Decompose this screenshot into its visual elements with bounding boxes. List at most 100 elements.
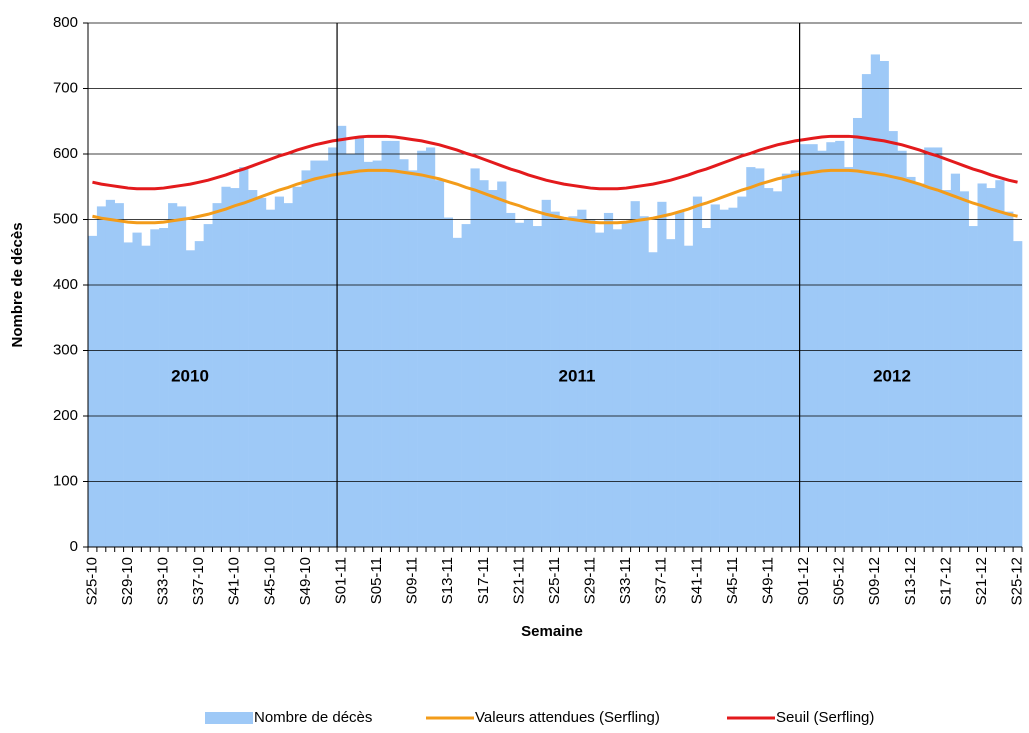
x-axis-title: Semaine <box>521 623 583 640</box>
x-tick-label: S41-11 <box>688 557 705 604</box>
bar <box>666 239 676 547</box>
bar <box>790 170 800 547</box>
bar <box>488 190 498 547</box>
bar <box>132 232 142 547</box>
bar <box>737 196 747 547</box>
y-tick-label: 500 <box>53 210 78 227</box>
x-tick-label: S37-10 <box>190 557 207 605</box>
bar <box>390 140 400 547</box>
x-tick-label: S29-10 <box>119 557 136 605</box>
bar <box>950 173 961 547</box>
x-tick-label: S21-11 <box>510 557 527 604</box>
bar <box>265 209 276 548</box>
bar <box>168 203 178 547</box>
bar <box>212 203 222 547</box>
bar <box>337 125 347 548</box>
bar <box>310 160 320 548</box>
year-label: 2010 <box>171 366 209 385</box>
bar <box>159 228 169 547</box>
bar <box>203 224 213 547</box>
x-tick-label: S33-10 <box>155 557 172 605</box>
y-tick-label: 0 <box>70 538 78 555</box>
x-tick-label: S25-10 <box>83 557 100 605</box>
bar <box>381 140 391 547</box>
x-tick-label: S17-12 <box>937 557 954 605</box>
bar <box>248 190 258 547</box>
bar <box>328 147 338 547</box>
bar <box>408 170 418 547</box>
bar <box>630 201 640 547</box>
bar <box>639 216 649 547</box>
bar <box>123 242 133 548</box>
bar <box>933 147 943 547</box>
y-tick-label: 800 <box>53 14 78 31</box>
bar <box>648 252 658 547</box>
y-tick-label: 600 <box>53 145 78 162</box>
bar <box>354 136 365 547</box>
bar <box>532 226 542 548</box>
bar <box>844 167 854 547</box>
bar <box>417 150 427 547</box>
bar <box>257 197 267 547</box>
bar <box>603 212 614 547</box>
year-label: 2012 <box>873 366 911 385</box>
bar <box>568 216 578 547</box>
bar <box>879 60 889 548</box>
bar <box>319 160 329 548</box>
bar <box>826 142 836 547</box>
bar <box>559 219 569 547</box>
x-tick-label: S01-11 <box>332 557 349 604</box>
bar <box>621 222 631 547</box>
x-tick-label: S01-12 <box>795 557 812 605</box>
x-tick-label: S45-10 <box>261 557 278 605</box>
bar <box>861 74 872 547</box>
bar <box>612 229 623 547</box>
x-tick-label: S05-12 <box>831 557 848 605</box>
bar <box>888 131 898 547</box>
bar <box>995 180 1005 547</box>
bar <box>683 245 694 547</box>
bar <box>817 150 827 547</box>
bar <box>675 211 685 547</box>
line <box>92 168 1018 225</box>
bar <box>150 229 160 547</box>
bar <box>941 190 952 547</box>
bar <box>105 199 115 547</box>
bar <box>977 183 987 547</box>
bar <box>88 235 98 547</box>
y-tick-label: 400 <box>53 276 78 293</box>
bar <box>221 186 231 547</box>
bar <box>514 222 525 547</box>
bar <box>479 180 489 547</box>
bar <box>176 206 187 547</box>
bar <box>701 228 711 547</box>
y-tick-label: 300 <box>53 341 78 358</box>
bar <box>506 212 516 547</box>
bar <box>764 188 774 547</box>
bar <box>870 54 880 547</box>
bar <box>470 168 480 547</box>
bar <box>283 203 293 547</box>
y-tick-label: 100 <box>53 472 78 489</box>
bar <box>452 237 462 547</box>
bar <box>541 199 551 547</box>
legend-label: Valeurs attendues (Serfling) <box>475 709 660 726</box>
y-axis-title: Nombre de décès <box>9 222 26 347</box>
bar <box>141 245 151 547</box>
bar <box>657 201 667 547</box>
legend-label: Nombre de décès <box>254 709 372 726</box>
bar <box>372 160 382 548</box>
x-tick-label: S25-12 <box>1009 557 1026 605</box>
bar <box>1013 241 1023 548</box>
bar <box>852 117 863 547</box>
bar <box>746 167 756 547</box>
bar <box>523 219 534 547</box>
x-tick-label: S17-11 <box>475 557 492 604</box>
x-tick-label: S13-12 <box>902 557 919 605</box>
bar <box>399 159 409 548</box>
legend-label: Seuil (Serfling) <box>776 709 874 726</box>
x-tick-label: S37-11 <box>653 557 670 604</box>
y-tick-label: 700 <box>53 79 78 96</box>
bar <box>96 206 107 547</box>
